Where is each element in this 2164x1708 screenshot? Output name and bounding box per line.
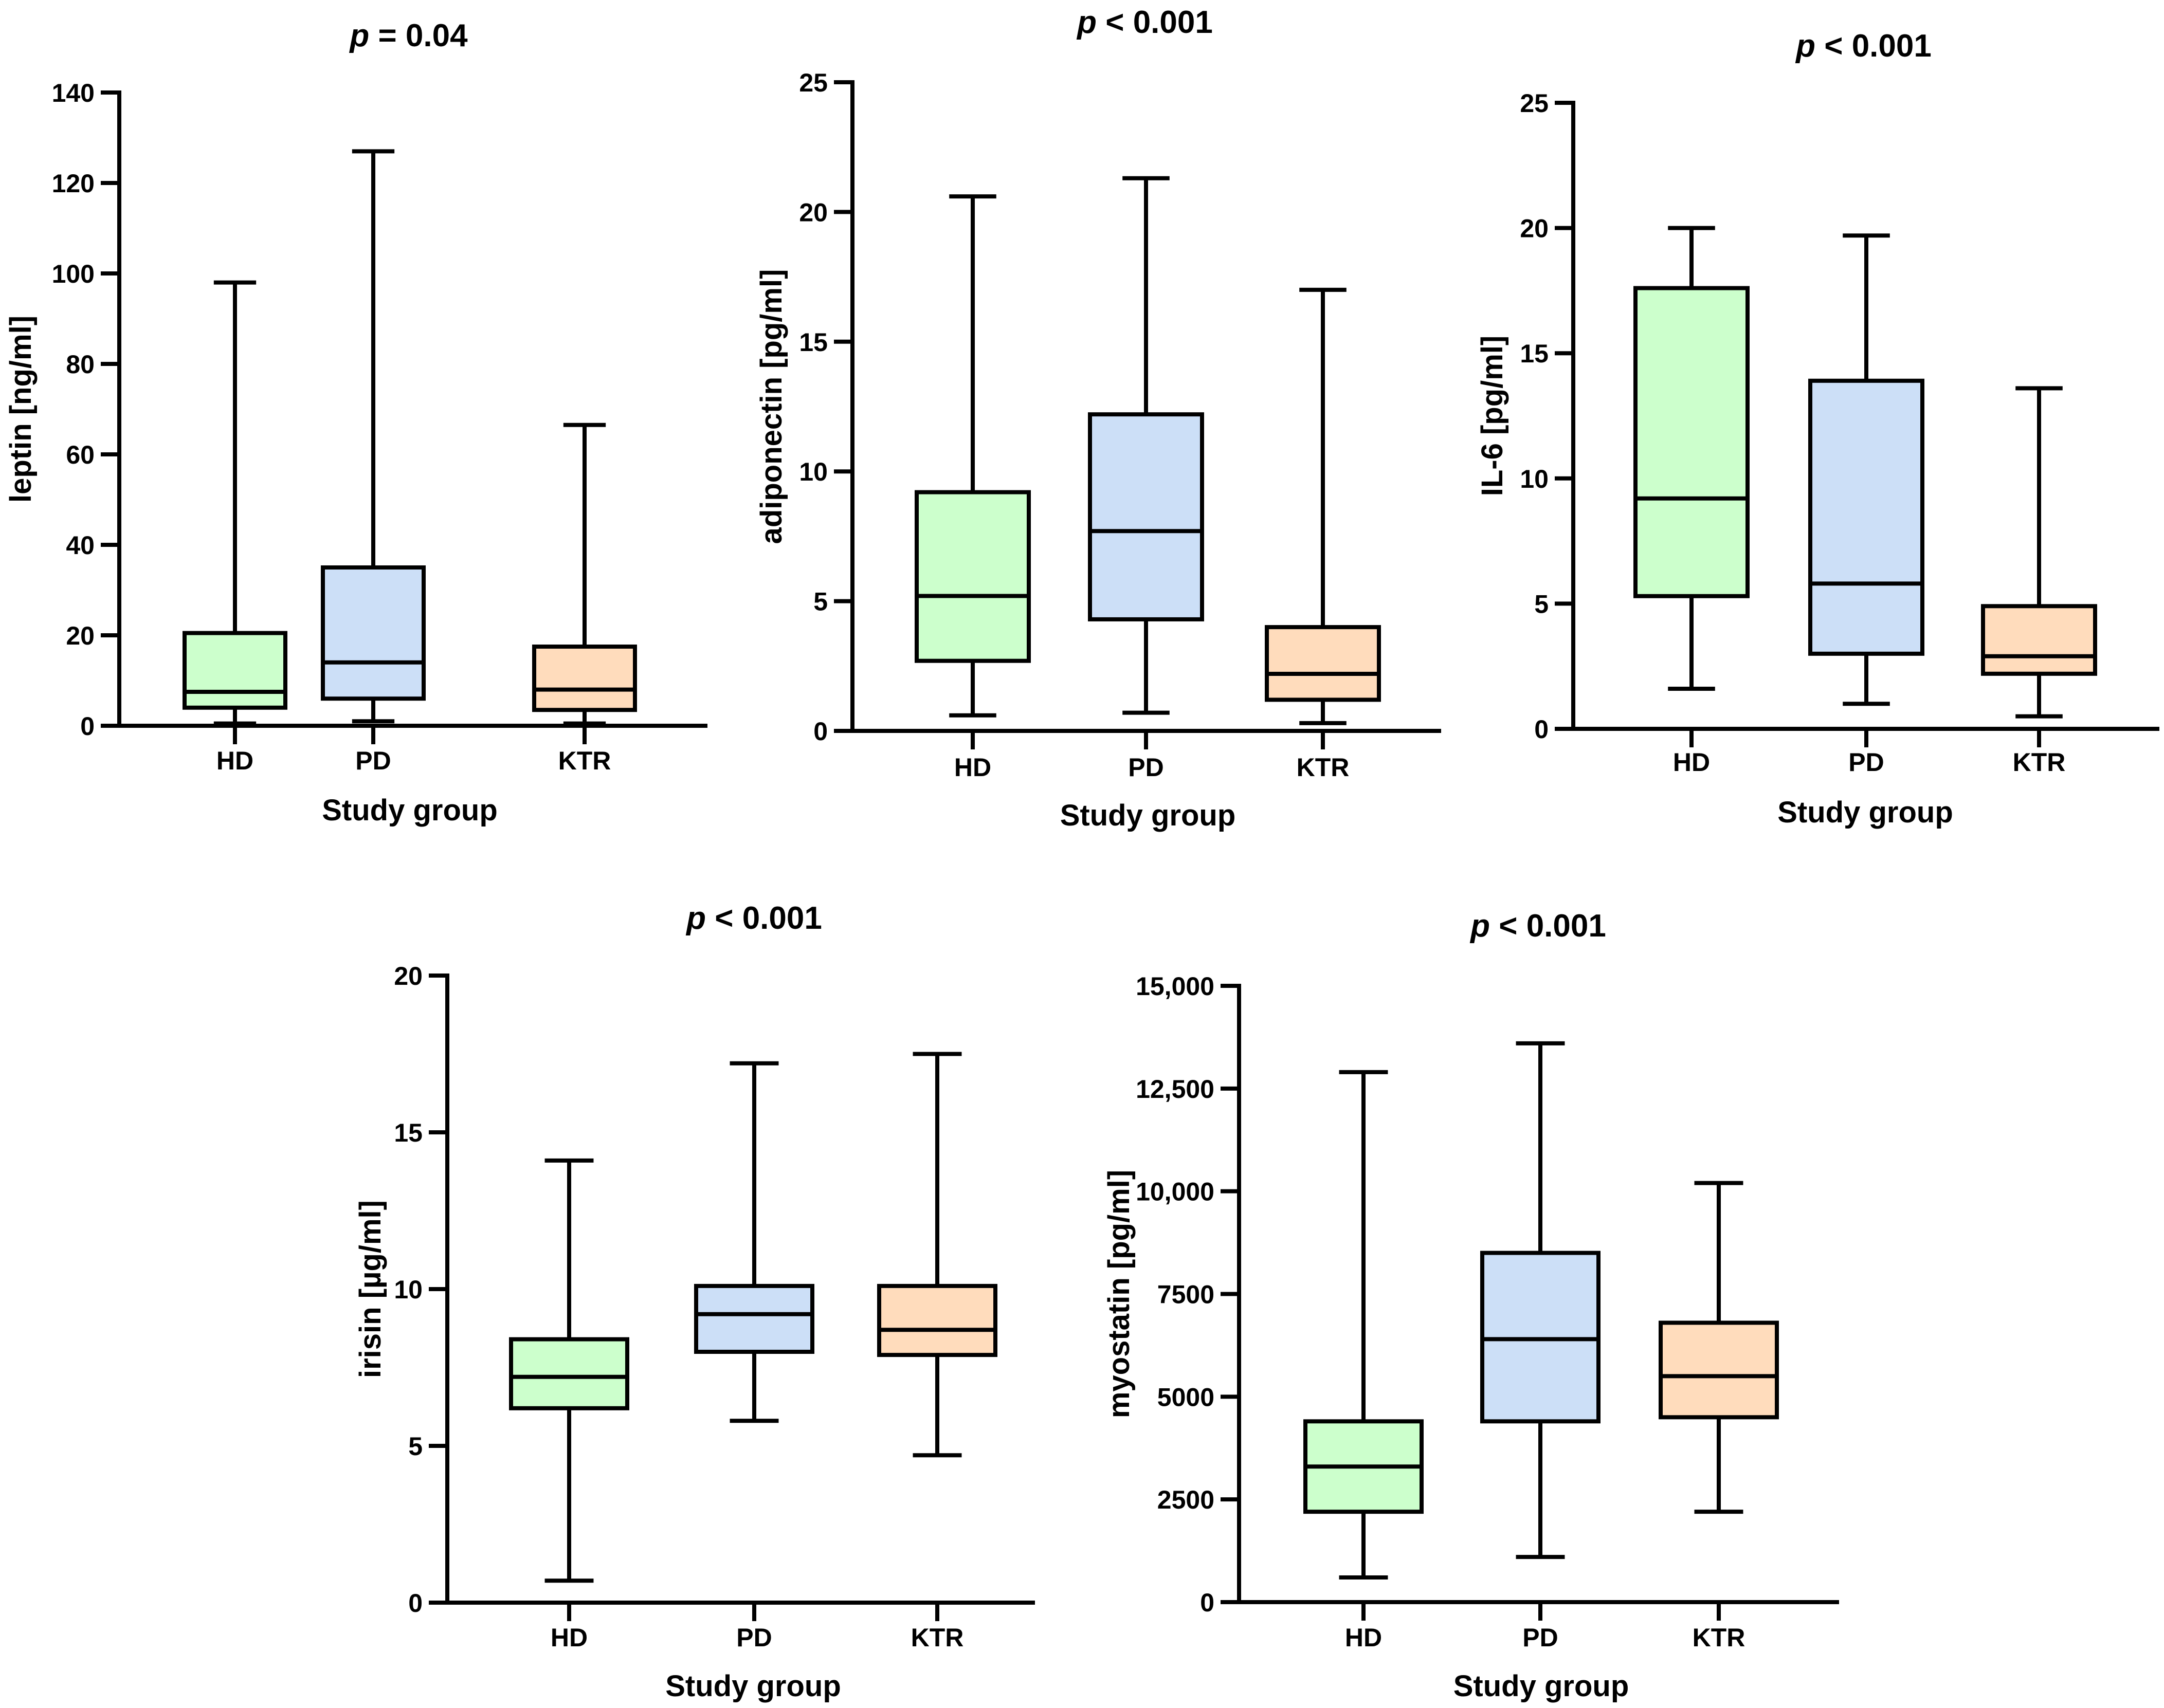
iqr-box (321, 565, 426, 701)
y-tick-label: 10 (1520, 465, 1549, 493)
chart-panel-1: p = 0.04 0 20 40 60 80 100 120 140 leptin [ng/ml]… (4, 18, 707, 827)
y-tick-label: 15 (1520, 339, 1549, 368)
chart-title: p < 0.001 (1795, 28, 1932, 64)
box-hd (915, 194, 1031, 718)
y-tick-label: 20 (799, 198, 828, 227)
box-hd (1633, 226, 1750, 691)
y-tick-label: 0 (80, 712, 95, 741)
y-tick-label: 0 (813, 717, 828, 746)
x-tick-label-hd: HD (1673, 748, 1710, 777)
y-axis-label: IL-6 [pg/ml] (1476, 336, 1509, 497)
chart-panel-4: p < 0.001 0 5 10 15 20 irisin [µg/ml] HD PD KTR St… (354, 901, 1035, 1703)
x-tick-label-pd: PD (355, 746, 391, 775)
y-tick-label: 80 (66, 350, 95, 379)
y-tick-label: 5000 (1157, 1383, 1214, 1411)
y-tick-label: 140 (52, 79, 95, 107)
iqr-box (1633, 286, 1750, 598)
box-pd (321, 149, 426, 724)
x-tick-label-pd: PD (736, 1623, 772, 1652)
box-pd (1480, 1041, 1601, 1559)
box-ktr (1659, 1181, 1779, 1514)
x-tick-label-ktr: KTR (558, 746, 611, 775)
iqr-box (694, 1283, 814, 1354)
iqr-box (1981, 604, 2097, 676)
box-ktr (877, 1052, 997, 1458)
x-tick-label-hd: HD (551, 1623, 588, 1652)
y-tick-label: 7500 (1157, 1280, 1214, 1309)
chart-panel-2: p < 0.001 0 5 10 15 20 25 adiponectin [pg/ml] HD… (755, 5, 1441, 832)
box-pd (1088, 176, 1204, 715)
x-tick-label-ktr: KTR (2013, 748, 2066, 777)
y-tick-label: 5 (813, 587, 828, 616)
y-tick-label: 20 (1520, 214, 1549, 243)
y-tick-label: 20 (66, 621, 95, 650)
chart-panel-5: p < 0.001 0 2500 5000 7500 10,000 12,500 15,000… (1102, 908, 1839, 1703)
iqr-box (1659, 1320, 1779, 1420)
y-axis-label: myostatin [pg/ml] (1102, 1170, 1136, 1418)
y-tick-label: 25 (799, 68, 828, 97)
y-tick-label: 15 (394, 1118, 423, 1147)
x-tick-label-hd: HD (216, 746, 253, 775)
x-tick-label-hd: HD (954, 753, 991, 782)
y-tick-label: 60 (66, 440, 95, 469)
box-ktr (1265, 287, 1381, 725)
y-tick-label: 100 (52, 260, 95, 288)
y-tick-label: 40 (66, 531, 95, 560)
iqr-box (532, 645, 637, 712)
y-tick-label: 5 (1534, 590, 1549, 618)
x-tick-label-pd: PD (1522, 1623, 1558, 1652)
y-tick-label: 120 (52, 169, 95, 198)
box-ktr (1981, 386, 2097, 719)
x-tick-label-ktr: KTR (1297, 753, 1350, 782)
y-tick-label: 0 (408, 1589, 423, 1618)
y-tick-label: 10 (799, 457, 828, 486)
chart-title: p = 0.04 (349, 18, 468, 53)
iqr-box (1088, 412, 1204, 621)
y-tick-label: 10,000 (1136, 1178, 1214, 1206)
x-axis-label: Study group (322, 794, 498, 827)
box-hd (1303, 1070, 1424, 1580)
x-axis-label: Study group (1060, 799, 1236, 832)
x-axis-label: Study group (1777, 796, 1953, 829)
box-pd (694, 1061, 814, 1423)
y-axis-label: adiponectin [pg/ml] (755, 269, 788, 544)
y-tick-label: 12,500 (1136, 1075, 1214, 1104)
x-tick-label-hd: HD (1345, 1623, 1382, 1652)
chart-title: p < 0.001 (1469, 908, 1606, 944)
box-hd (183, 280, 287, 726)
x-axis-label: Study group (1453, 1669, 1629, 1703)
iqr-box (509, 1337, 629, 1410)
iqr-box (183, 631, 287, 710)
x-tick-label-pd: PD (1848, 748, 1884, 777)
x-axis-label: Study group (665, 1669, 841, 1703)
y-axis-label: leptin [ng/ml] (4, 316, 38, 503)
chart-title: p < 0.001 (1076, 5, 1213, 40)
y-axis-label: irisin [µg/ml] (354, 1200, 387, 1378)
x-tick-label-ktr: KTR (911, 1623, 964, 1652)
chart-panel-3: p < 0.001 0 5 10 15 20 25 IL-6 [pg/ml] HD PD KTR St… (1476, 28, 2159, 829)
y-tick-label: 0 (1200, 1588, 1214, 1617)
y-tick-label: 20 (394, 962, 423, 990)
iqr-box (877, 1283, 997, 1357)
iqr-box (1808, 378, 1924, 656)
box-ktr (532, 423, 637, 726)
y-tick-label: 0 (1534, 715, 1549, 744)
iqr-box (1265, 625, 1381, 702)
box-pd (1808, 233, 1924, 706)
y-tick-label: 15 (799, 328, 828, 357)
x-tick-label-pd: PD (1128, 753, 1163, 782)
x-tick-label-ktr: KTR (1693, 1623, 1745, 1652)
y-tick-label: 10 (394, 1275, 423, 1304)
iqr-box (915, 490, 1031, 663)
y-tick-label: 2500 (1157, 1485, 1214, 1514)
y-tick-label: 15,000 (1136, 972, 1214, 1001)
chart-title: p < 0.001 (685, 901, 822, 936)
y-tick-label: 5 (408, 1432, 423, 1461)
y-tick-label: 25 (1520, 89, 1549, 118)
box-hd (509, 1158, 629, 1583)
